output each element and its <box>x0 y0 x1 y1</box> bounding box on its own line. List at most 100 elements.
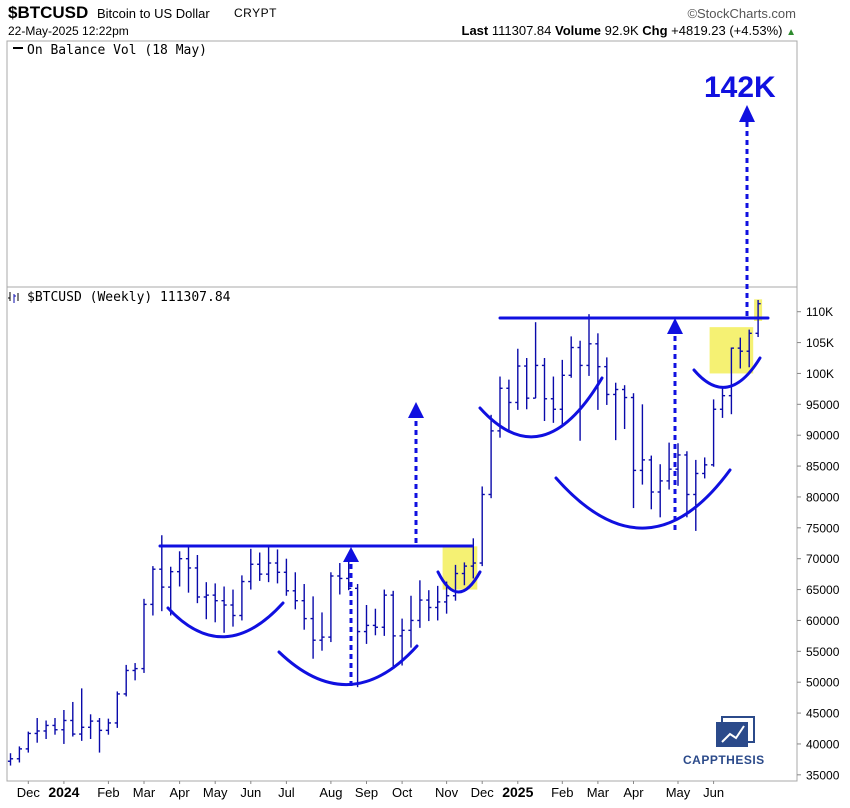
obv-legend-swatch <box>13 47 23 49</box>
ohlc-bar <box>132 663 138 681</box>
ohlc-bar <box>630 393 637 509</box>
x-tick-label: Jul <box>278 785 295 800</box>
volume-label: Volume <box>555 23 602 38</box>
brand-label: ©StockCharts.com <box>687 6 796 21</box>
ohlc-bar <box>675 443 681 486</box>
x-tick-label: 2024 <box>48 784 79 800</box>
y-tick-label: 60000 <box>806 614 840 628</box>
x-tick-label: Aug <box>319 785 342 800</box>
target-arrows <box>343 105 755 686</box>
ohlc-bar <box>96 718 103 753</box>
y-tick-label: 45000 <box>806 707 840 721</box>
instrument-name: Bitcoin to US Dollar <box>97 6 210 21</box>
ohlc-bar <box>328 572 334 643</box>
y-tick-label: 90000 <box>806 429 840 443</box>
ohlc-bar <box>452 564 459 601</box>
ohlc-bar <box>79 688 85 741</box>
x-tick-label: Apr <box>169 785 190 800</box>
price-label: $BTCUSD (Weekly) 111307.84 <box>27 290 231 305</box>
ohlc-bar <box>648 455 654 510</box>
ohlc-bar <box>488 414 494 499</box>
y-axis: 35000 40000 45000 50000 55000 60000 65000 70000… <box>797 305 840 782</box>
price-panel <box>6 286 798 782</box>
ohlc-bar <box>559 359 565 428</box>
ohlc-bar <box>159 535 165 612</box>
x-tick-label: Nov <box>435 785 459 800</box>
y-tick-label: 70000 <box>806 552 840 566</box>
x-tick-label: May <box>203 785 228 800</box>
x-tick-label: 2025 <box>502 784 533 800</box>
capp-logo-icon <box>716 716 755 747</box>
change-value: +4819.23 (+4.53%) <box>671 23 783 38</box>
y-tick-label: 110K <box>806 305 833 319</box>
change-up-icon: ▲ <box>786 27 796 38</box>
ohlc-bar <box>381 589 387 636</box>
ohlc-bar <box>7 753 14 766</box>
x-tick-label: May <box>666 785 691 800</box>
y-tick-label: 55000 <box>806 645 840 659</box>
last-value: 111307.84 <box>491 23 552 38</box>
ohlc-bar <box>506 379 512 431</box>
ohlc-bar <box>114 691 120 728</box>
ohlc-bar <box>586 314 592 376</box>
ohlc-bar <box>16 746 22 763</box>
ohlc-bar <box>105 718 111 735</box>
ohlc-bar <box>417 580 423 628</box>
exchange-label: CRYPT <box>234 6 277 20</box>
ohlc-bar <box>372 608 378 636</box>
y-tick-label: 50000 <box>806 676 840 690</box>
ohlc-bar <box>737 337 743 369</box>
y-tick-label: 65000 <box>806 583 840 597</box>
obv-label: On Balance Vol (18 May) <box>27 43 207 58</box>
ohlc-bar <box>52 718 58 735</box>
ohlc-bar <box>292 572 298 610</box>
ohlc-bar <box>212 583 218 623</box>
ohlc-bar <box>541 358 548 421</box>
ohlc-bar <box>408 595 414 648</box>
ohlc-bar <box>266 546 272 583</box>
ohlc-bar <box>123 664 129 697</box>
y-tick-label: 85000 <box>806 460 840 474</box>
ohlc-bar <box>150 566 156 616</box>
ohlc-bar <box>230 589 236 627</box>
ohlc-bar <box>470 538 476 579</box>
ohlc-bar <box>310 596 316 659</box>
y-tick-label: 95000 <box>806 398 840 412</box>
ohlc-bar <box>185 544 192 593</box>
ohlc-bar <box>363 605 370 644</box>
ohlc-bar <box>43 720 49 740</box>
ohlc-bar <box>719 386 726 418</box>
ohlc-bar <box>426 590 432 622</box>
ohlc-bar <box>746 329 752 368</box>
price-bars <box>7 299 761 766</box>
ohlc-bar <box>711 399 717 467</box>
obv-panel <box>6 40 798 288</box>
y-tick-label: 40000 <box>806 737 840 751</box>
arc-small-may <box>692 356 762 389</box>
quote-summary: Last 111307.84 Volume 92.9K Chg +4819.23… <box>462 23 797 38</box>
ohlc-bar <box>479 486 485 567</box>
ohlc-bar <box>666 442 672 490</box>
x-tick-label: Oct <box>392 785 413 800</box>
ohlc-bar <box>194 554 200 604</box>
arrow-head-aug <box>343 547 359 562</box>
ohlc-bar <box>257 552 263 581</box>
ohlc-bar <box>203 582 209 620</box>
ohlc-bar <box>613 382 619 441</box>
x-axis: Dec 2024 Feb Mar Apr May Jun Jul Aug Sep Oct Nov Dec… <box>17 781 724 800</box>
ohlc-bar <box>141 598 147 673</box>
x-tick-label: Dec <box>17 785 41 800</box>
ohlc-bar <box>239 575 245 621</box>
arrow-head-apr <box>667 318 683 334</box>
arc-left-1 <box>166 601 285 639</box>
ohlc-bar <box>533 322 539 399</box>
y-tick-label: 75000 <box>806 521 840 535</box>
ohlc-bar <box>70 701 76 737</box>
y-tick-label: 100K <box>806 367 834 381</box>
change-label: Chg <box>642 23 668 38</box>
y-tick-label: 80000 <box>806 490 840 504</box>
annotations <box>158 316 770 686</box>
ohlc-bar <box>684 451 690 518</box>
arrow-head-oct <box>408 402 424 418</box>
